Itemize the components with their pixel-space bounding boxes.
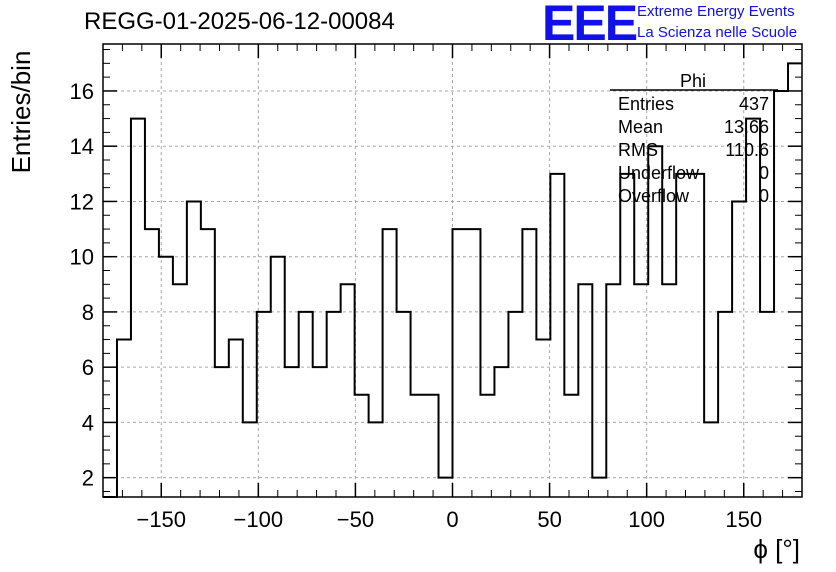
stats-box: Phi Entries 437 Mean 13.66 RMS 110.6 Underflow…	[610, 71, 778, 206]
histogram-bin	[718, 312, 732, 497]
histogram-bin	[690, 174, 704, 497]
histogram-bin	[425, 395, 439, 497]
histogram-bin	[369, 422, 383, 497]
y-tick-label: 8	[82, 300, 94, 325]
histogram-bin	[522, 229, 536, 497]
x-axis-label: ϕ [°]	[753, 534, 800, 564]
stats-label: RMS	[618, 140, 658, 160]
y-tick-label: 4	[82, 410, 94, 435]
x-tick-label: 150	[725, 507, 762, 532]
histogram-bin	[383, 229, 397, 497]
histogram-bin	[257, 312, 271, 497]
chart-title: REGG-01-2025-06-12-00084	[84, 8, 395, 35]
x-tick-label: −150	[136, 507, 186, 532]
histogram-bin	[704, 422, 718, 497]
histogram-bin	[620, 174, 634, 497]
histogram-bin	[187, 201, 201, 497]
histogram-bin	[746, 119, 760, 497]
y-tick-label: 12	[70, 189, 94, 214]
histogram-bin	[439, 478, 453, 497]
histogram-bin	[355, 395, 369, 497]
stats-label: Underflow	[618, 163, 700, 183]
x-tick-label: −50	[337, 507, 374, 532]
histogram-outline	[103, 62, 802, 498]
histogram-bin	[131, 119, 145, 497]
histogram-bin	[536, 340, 550, 497]
y-tick-label: 2	[82, 466, 94, 491]
x-tick-label: −100	[234, 507, 284, 532]
histogram-bin	[341, 284, 355, 497]
histogram-bin	[299, 312, 313, 497]
stats-label: Mean	[618, 117, 663, 137]
histogram-bin	[397, 312, 411, 497]
stats-value: 110.6	[725, 140, 769, 160]
stats-value: 0	[759, 186, 769, 206]
histogram-bin	[145, 229, 159, 497]
histogram-bin	[117, 340, 131, 497]
histogram-bin	[201, 229, 215, 497]
histogram-bin	[327, 312, 341, 497]
histogram-bin	[508, 312, 522, 497]
histogram-bin	[662, 284, 676, 497]
y-tick-label: 6	[82, 355, 94, 380]
eee-logo: EEE	[542, 0, 638, 51]
histogram-bin	[788, 63, 802, 497]
histogram-bin	[760, 312, 774, 497]
y-tick-label: 10	[70, 245, 94, 270]
histogram-bin	[229, 340, 243, 497]
histogram-bin	[606, 284, 620, 497]
stats-value: 437	[739, 94, 769, 114]
histogram-bin	[676, 174, 690, 497]
histogram-bin	[173, 284, 187, 497]
axes: −150 −100 −50 0 50 100 150 2 4 6 8 10 12 14 16	[70, 44, 803, 532]
x-tick-label: 50	[537, 507, 561, 532]
stats-label: Entries	[618, 94, 674, 114]
histogram-bin	[550, 174, 564, 497]
histogram-series	[103, 62, 802, 498]
logo-line-1: Extreme Energy Events	[637, 3, 795, 20]
histogram-bin	[592, 478, 606, 497]
x-tick-label: 0	[446, 507, 458, 532]
histogram-bin	[411, 395, 425, 497]
stats-label: Overflow	[618, 186, 690, 206]
stats-value: 0	[759, 163, 769, 183]
histogram-bin	[466, 229, 480, 497]
y-axis-label: Entries/bin	[6, 51, 36, 174]
histogram-bin	[634, 284, 648, 497]
histogram-bin	[271, 257, 285, 497]
y-tick-label: 16	[70, 79, 94, 104]
y-tick-label: 14	[70, 134, 94, 159]
histogram-bin	[243, 422, 257, 497]
histogram-bin	[564, 395, 578, 497]
stats-title: Phi	[680, 71, 706, 91]
x-tick-label: 100	[628, 507, 665, 532]
stats-value: 13.66	[724, 117, 769, 137]
histogram-bin	[480, 395, 494, 497]
histogram-bin	[453, 229, 467, 497]
histogram-bin	[578, 284, 592, 497]
histogram-bin	[215, 367, 229, 497]
histogram-bin	[774, 91, 788, 497]
logo-line-2: La Scienza nelle Scuole	[637, 24, 798, 41]
